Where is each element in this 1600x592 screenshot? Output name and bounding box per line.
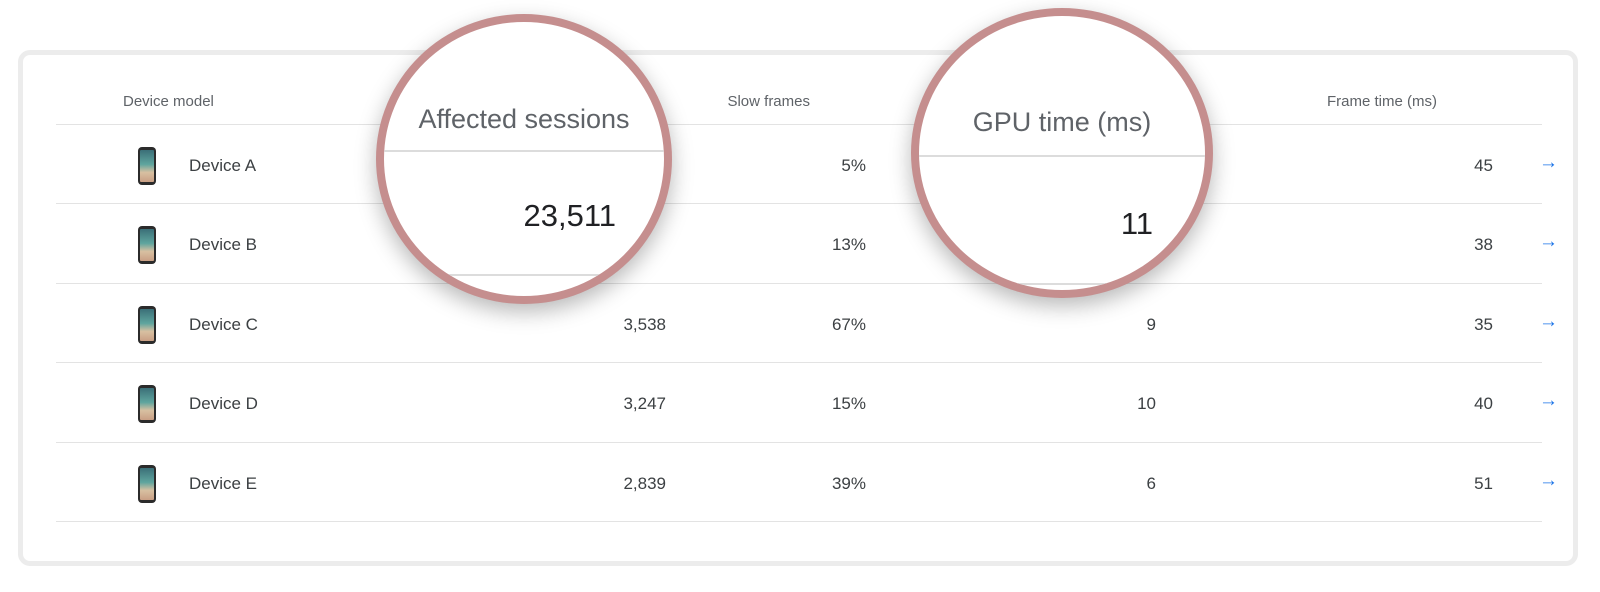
divider	[384, 274, 664, 276]
phone-icon	[138, 226, 156, 264]
device-name: Device E	[189, 474, 258, 493]
device-name: Device D	[189, 394, 258, 413]
frame-time-value: 40	[1474, 394, 1493, 413]
divider	[56, 124, 1542, 125]
slow-frames-value: 13%	[831, 235, 866, 254]
slow-frames-value: 5%	[841, 156, 866, 175]
phone-icon	[138, 147, 156, 185]
table-row[interactable]: Device B 13% 38 →	[56, 204, 1558, 285]
affected-sessions-value: 23,511	[523, 198, 616, 233]
divider	[56, 203, 1542, 204]
phone-icon	[138, 465, 156, 503]
header-device-model: Device model	[123, 93, 214, 110]
slow-frames-value: 15%	[831, 394, 866, 413]
header-slow-frames: Slow frames	[727, 93, 810, 110]
affected-sessions-value: 3,247	[623, 394, 666, 413]
device-name: Device B	[189, 235, 258, 254]
magnifier-gpu-time: GPU time (ms) 11	[911, 8, 1213, 298]
arrow-right-icon[interactable]: →	[1539, 152, 1558, 173]
gpu-time-value: 9	[1146, 315, 1156, 334]
slow-frames-value: 67%	[831, 315, 866, 334]
arrow-right-icon[interactable]: →	[1539, 231, 1558, 252]
device-name: Device A	[189, 156, 257, 175]
header-affected-sessions: Affected sessions	[418, 104, 630, 134]
frame-time-value: 35	[1474, 315, 1493, 334]
frame-time-value: 45	[1474, 156, 1493, 175]
divider	[919, 155, 1205, 157]
phone-icon	[138, 306, 156, 344]
table-row[interactable]: Device A 5% 45 →	[56, 125, 1558, 206]
gpu-time-value: 10	[1137, 394, 1156, 413]
divider	[56, 521, 1542, 522]
divider	[919, 283, 1205, 285]
device-table-card	[18, 50, 1578, 566]
divider	[56, 442, 1542, 443]
affected-sessions-value: 3,538	[623, 315, 666, 334]
device-name: Device C	[189, 315, 258, 334]
header-gpu-time: GPU time (ms)	[972, 107, 1152, 137]
divider	[56, 283, 1542, 284]
table-row[interactable]: Device C 3,538 67% 9 35 →	[56, 284, 1558, 365]
divider	[384, 150, 664, 152]
magnifier-affected-sessions: Affected sessions 23,511	[376, 14, 672, 304]
slow-frames-value: 39%	[831, 474, 866, 493]
gpu-time-value: 11	[1120, 206, 1153, 241]
phone-icon	[138, 385, 156, 423]
table-row[interactable]: Device D 3,247 15% 10 40 →	[56, 363, 1558, 444]
arrow-right-icon[interactable]: →	[1539, 311, 1558, 332]
header-frame-time: Frame time (ms)	[1327, 93, 1437, 110]
affected-sessions-value: 2,839	[623, 474, 666, 493]
divider	[56, 362, 1542, 363]
gpu-time-value: 6	[1146, 474, 1156, 493]
frame-time-value: 51	[1474, 474, 1493, 493]
table-row[interactable]: Device E 2,839 39% 6 51 →	[56, 443, 1558, 524]
arrow-right-icon[interactable]: →	[1539, 390, 1558, 411]
frame-time-value: 38	[1474, 235, 1493, 254]
arrow-right-icon[interactable]: →	[1539, 470, 1558, 491]
